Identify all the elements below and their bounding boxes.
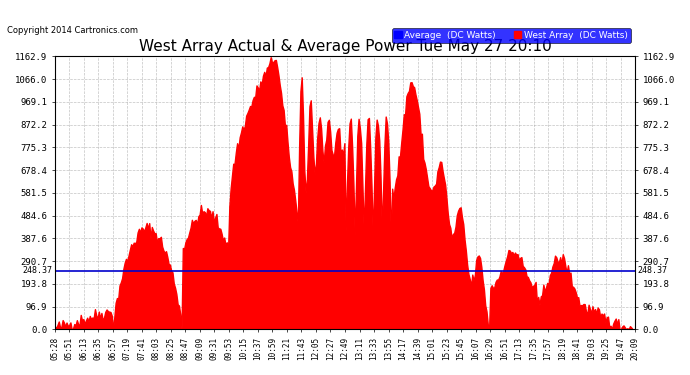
Text: Copyright 2014 Cartronics.com: Copyright 2014 Cartronics.com: [7, 26, 138, 35]
Title: West Array Actual & Average Power Tue May 27 20:10: West Array Actual & Average Power Tue Ma…: [139, 39, 551, 54]
Text: 248.37: 248.37: [22, 267, 52, 276]
Legend: Average  (DC Watts), West Array  (DC Watts): Average (DC Watts), West Array (DC Watts…: [392, 28, 631, 43]
Text: 248.37: 248.37: [638, 267, 668, 276]
